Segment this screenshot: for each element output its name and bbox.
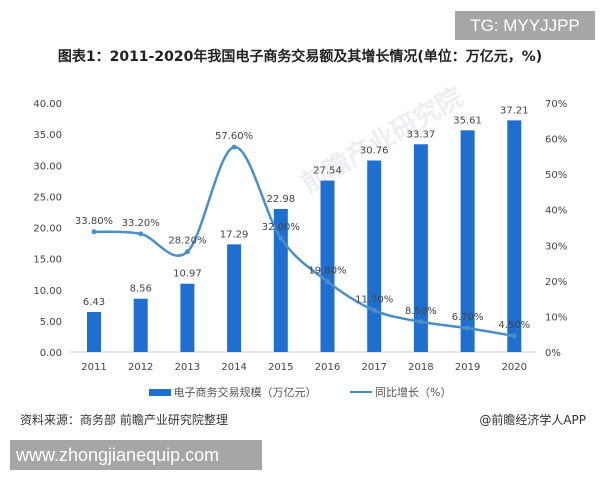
x-tick-label: 2013 (175, 362, 200, 373)
x-tick-label: 2014 (221, 362, 246, 373)
bar (133, 298, 148, 352)
growth-point (371, 307, 377, 313)
legend-line-label: 同比增长（%） (375, 386, 452, 399)
y-left-tick-label: 10.00 (33, 286, 62, 297)
bar (367, 160, 382, 352)
bar (227, 244, 242, 352)
line-data-label: 11.70% (355, 294, 393, 305)
x-tick-label: 2020 (502, 362, 527, 373)
y-left-tick-label: 25.00 (33, 192, 62, 203)
growth-point (91, 229, 97, 235)
bar (87, 311, 101, 352)
y-left-tick-label: 15.00 (33, 255, 62, 266)
bar (507, 120, 522, 352)
y-left-tick-label: 30.00 (33, 161, 62, 172)
bar-data-label: 30.76 (360, 146, 389, 157)
bar-data-label: 27.54 (313, 166, 342, 177)
x-tick-label: 2015 (268, 362, 293, 373)
bar (320, 180, 335, 352)
line-data-label: 6.70% (452, 312, 484, 323)
y-right-tick-label: 40% (545, 206, 567, 217)
chart: 0.00 5.00 10.00 15.00 20.00 25.00 30.00 35.00 40… (33, 99, 567, 373)
y-left-tick-label: 20.00 (33, 224, 62, 235)
y-right-tick-label: 0% (545, 348, 561, 359)
bar-data-label: 6.43 (83, 297, 105, 308)
line-data-label: 4.50% (498, 320, 530, 331)
bar-data-label: 10.97 (173, 269, 202, 280)
x-tick-label: 2018 (408, 362, 433, 373)
legend-bar-label: 电子商务交易规模（万亿元） (173, 386, 317, 399)
bar-data-label: 37.21 (500, 105, 529, 116)
y-left-tick-label: 0.00 (40, 348, 62, 359)
source-note: 资料来源：商务部 前瞻产业研究院整理 (20, 413, 228, 427)
growth-point (465, 325, 471, 331)
bar (460, 130, 475, 352)
y-right-tick-label: 10% (545, 312, 567, 323)
y-left-tick-label: 35.00 (33, 130, 62, 141)
legend-bar-swatch (148, 388, 171, 396)
growth-point (231, 144, 237, 150)
line-data-label: 28.20% (168, 236, 206, 247)
growth-line (93, 145, 515, 338)
y-right-tick-label: 50% (545, 170, 567, 181)
legend: 电子商务交易规模（万亿元） 同比增长（%） (0, 384, 600, 400)
growth-point (184, 249, 190, 255)
growth-point (138, 231, 144, 237)
chart-title: 图表1：2011-2020年我国电子商务交易额及其增长情况(单位：万亿元，%) (57, 49, 543, 65)
bar-data-label: 33.37 (407, 129, 436, 140)
y-right-tick-label: 60% (545, 135, 567, 146)
growth-point (278, 235, 284, 241)
x-tick-label: 2017 (361, 362, 386, 373)
bar-data-label: 35.61 (453, 115, 482, 126)
watermark-tg: TG: MYYJJPP (455, 11, 595, 40)
watermark-site: www.zhongjianequip.com (10, 440, 262, 470)
line-data-label: 33.20% (122, 218, 160, 229)
bar-data-label: 22.98 (266, 194, 295, 205)
line-data-label: 57.60% (215, 131, 253, 142)
line-data-label: 33.80% (75, 216, 113, 227)
bar (413, 144, 428, 352)
growth-point (511, 333, 517, 339)
bar-data-label: 8.56 (130, 284, 152, 295)
growth-point (418, 319, 424, 325)
bar-data-label: 17.29 (220, 229, 249, 240)
x-tick-label: 2016 (315, 362, 340, 373)
line-data-label: 19.80% (308, 266, 346, 277)
credit: @前瞻经济学人APP (479, 413, 586, 427)
growth-point (325, 279, 330, 285)
line-data-label: 8.50% (405, 306, 437, 317)
line-data-label: 32.00% (262, 222, 300, 233)
x-tick-label: 2012 (128, 362, 153, 373)
x-tick-label: 2019 (455, 362, 480, 373)
y-left-tick-label: 40.00 (33, 99, 62, 110)
y-right-tick-label: 20% (545, 277, 567, 288)
legend-line-swatch (350, 391, 373, 393)
y-left-tick-label: 5.00 (40, 317, 62, 328)
x-tick-label: 2011 (81, 362, 106, 373)
bar (180, 283, 195, 352)
y-right-tick-label: 70% (545, 99, 567, 110)
y-right-tick-label: 30% (545, 241, 567, 252)
